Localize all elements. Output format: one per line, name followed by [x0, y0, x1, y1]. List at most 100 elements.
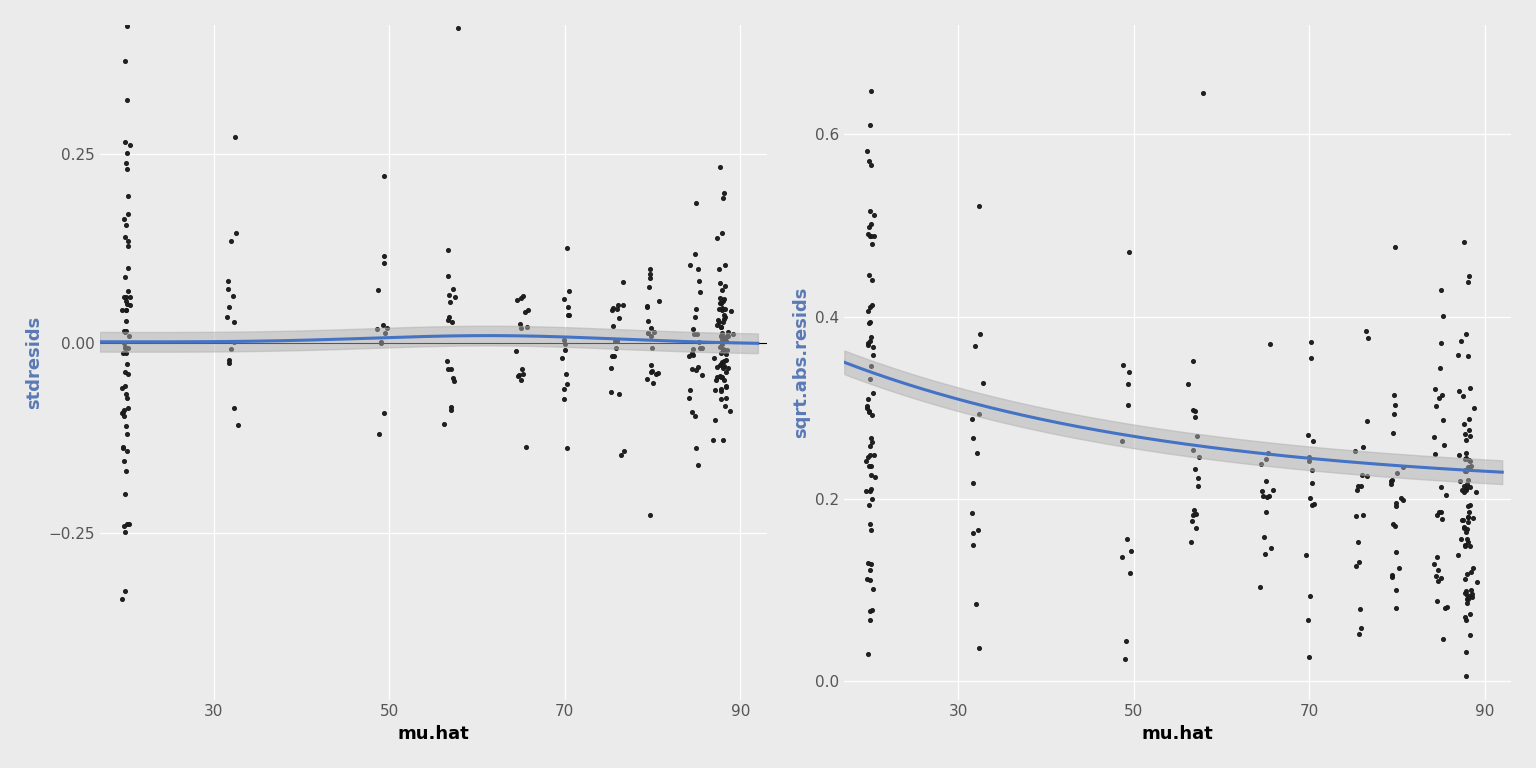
Point [1459, 459, 1484, 472]
Point [1347, 556, 1372, 568]
Point [1379, 571, 1404, 583]
Point [551, 334, 576, 346]
Point [1180, 536, 1204, 548]
Point [710, 356, 734, 368]
Point [441, 375, 465, 387]
Point [556, 284, 581, 296]
Point [602, 335, 627, 347]
Point [708, 320, 733, 333]
Point [366, 284, 390, 296]
Point [1384, 602, 1409, 614]
Point [1253, 453, 1278, 465]
Point [1349, 622, 1373, 634]
Point [714, 348, 739, 360]
Point [703, 384, 728, 396]
Point [436, 289, 461, 301]
Point [708, 296, 733, 309]
Point [862, 230, 886, 242]
Point [711, 434, 736, 446]
Point [1424, 400, 1448, 412]
Point [1458, 429, 1482, 442]
Point [685, 263, 710, 275]
Point [1447, 385, 1471, 397]
Point [215, 311, 240, 323]
Point [857, 119, 882, 131]
Point [1450, 514, 1475, 526]
Point [717, 406, 742, 418]
Point [1427, 505, 1452, 518]
Point [641, 342, 665, 354]
Point [859, 230, 883, 243]
Point [857, 614, 882, 626]
Point [1183, 411, 1207, 423]
Point [553, 368, 578, 380]
Point [854, 399, 879, 412]
Point [1344, 560, 1369, 572]
Point [713, 293, 737, 305]
Point [1186, 430, 1210, 442]
Point [708, 320, 733, 333]
Point [684, 248, 708, 260]
Point [112, 213, 137, 225]
Point [1456, 500, 1481, 512]
Point [1117, 247, 1141, 259]
Point [685, 361, 710, 373]
Point [432, 418, 456, 430]
Point [515, 321, 539, 333]
Point [1111, 435, 1135, 447]
Point [687, 275, 711, 287]
Point [690, 369, 714, 381]
Point [1453, 482, 1478, 494]
Point [1432, 439, 1456, 452]
Point [710, 334, 734, 346]
Point [220, 343, 244, 355]
Point [857, 406, 882, 419]
Point [1346, 536, 1370, 548]
Point [1428, 283, 1453, 296]
Point [111, 347, 135, 359]
Point [684, 363, 708, 376]
Point [114, 392, 138, 404]
Y-axis label: sqrt.abs.resids: sqrt.abs.resids [791, 286, 809, 438]
Point [1456, 535, 1481, 548]
Point [114, 231, 138, 243]
Point [859, 518, 883, 531]
Point [112, 366, 137, 378]
Point [705, 361, 730, 373]
Point [1424, 509, 1448, 521]
Point [1453, 482, 1478, 495]
Point [859, 460, 883, 472]
Point [687, 336, 711, 348]
Point [711, 343, 736, 356]
Point [516, 304, 541, 316]
Point [1301, 435, 1326, 447]
Point [860, 583, 885, 595]
Point [604, 342, 628, 354]
Point [513, 306, 538, 318]
Point [1453, 465, 1478, 477]
Point [436, 310, 461, 323]
Point [115, 298, 140, 310]
Point [1453, 539, 1478, 551]
Point [610, 299, 634, 311]
Point [1455, 670, 1479, 682]
Point [1379, 569, 1404, 581]
Point [857, 269, 882, 281]
Point [115, 190, 140, 202]
Point [114, 342, 138, 354]
Point [1448, 335, 1473, 347]
Point [859, 159, 883, 171]
Point [366, 323, 390, 336]
Point [857, 564, 882, 577]
Point [859, 558, 883, 571]
Point [677, 384, 702, 396]
Point [707, 263, 731, 275]
Point [1115, 399, 1140, 411]
Point [439, 316, 464, 328]
Point [713, 330, 737, 343]
Point [714, 354, 739, 366]
Point [1258, 541, 1283, 554]
Point [217, 301, 241, 313]
Point [1382, 389, 1407, 402]
Point [223, 402, 247, 415]
